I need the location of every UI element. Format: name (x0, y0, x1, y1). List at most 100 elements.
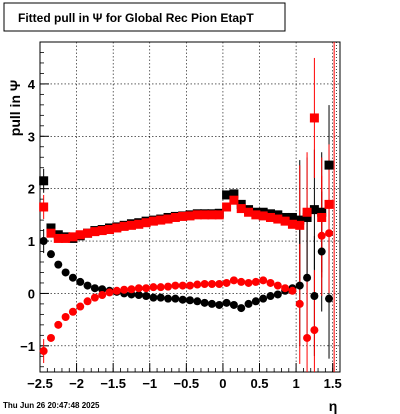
data-point-square (236, 204, 246, 214)
data-point-circle (112, 286, 121, 295)
data-point-square (105, 225, 115, 235)
data-point-square (97, 226, 107, 236)
data-point-circle (68, 273, 77, 282)
data-point-circle (251, 297, 260, 306)
data-point-square (302, 207, 312, 217)
data-point-circle (54, 320, 63, 329)
data-point-square (119, 221, 129, 231)
data-point-circle (46, 250, 55, 259)
y-axis-title: pull in Ψ (7, 80, 23, 136)
data-point-circle (76, 302, 85, 311)
data-point-square (309, 205, 319, 215)
data-point-circle (68, 307, 77, 316)
data-point-circle (98, 291, 107, 299)
data-point-circle (76, 277, 85, 286)
data-point-circle (54, 260, 63, 269)
data-point-square (39, 176, 49, 186)
data-point-square (317, 207, 327, 217)
data-point-circle (207, 299, 216, 308)
data-point-circle (39, 347, 48, 356)
data-point-circle (149, 293, 158, 302)
data-point-square (265, 212, 275, 222)
data-point-circle (186, 296, 194, 305)
chart-title: Fitted pull in Ψ for Global Rec Pion Eta… (18, 11, 254, 25)
data-point-circle (156, 283, 165, 292)
data-point-circle (98, 285, 107, 294)
data-point-circle (120, 285, 129, 294)
data-point-square (83, 228, 93, 238)
data-point-circle (61, 313, 70, 321)
y-tick-label: 1 (28, 234, 35, 249)
data-point-square (295, 215, 305, 225)
data-point-square (229, 195, 239, 205)
grid-lines (39, 42, 340, 372)
data-point-circle (61, 268, 70, 277)
data-point-square (46, 228, 56, 238)
data-point-circle (229, 276, 238, 285)
data-point-circle (39, 237, 48, 246)
data-point-circle (288, 286, 297, 295)
data-point-circle (149, 283, 158, 292)
data-point-circle (142, 284, 151, 293)
data-point-square (273, 214, 283, 224)
data-point-square (170, 212, 180, 222)
data-point-square (287, 219, 297, 229)
data-point-square (134, 219, 144, 229)
data-point-circle (193, 297, 202, 306)
data-point-circle (244, 278, 253, 287)
data-point-circle (317, 231, 326, 240)
data-point-square (200, 210, 210, 220)
data-point-square (192, 210, 202, 220)
data-point-circle (200, 298, 209, 307)
tick-labels: −2.5 −2 −1.5 −1 −0.5 0 0.5 1 1.5 −1 0 1 2 3 4 (20, 77, 342, 391)
data-point-circle (193, 280, 202, 289)
data-point-square (39, 202, 49, 212)
plot-frame (39, 41, 341, 373)
data-point-circle (90, 293, 99, 302)
data-point-square (244, 207, 254, 217)
data-point-square (287, 212, 297, 222)
x-tick-label: 1.5 (324, 376, 342, 391)
data-point-circle (105, 288, 114, 297)
data-point-circle (215, 280, 224, 288)
data-point-circle (171, 294, 180, 303)
data-point-circle (273, 290, 282, 299)
data-point-square (295, 220, 305, 230)
data-point-square (68, 232, 78, 242)
data-point-circle (142, 292, 151, 301)
data-point-circle (317, 247, 326, 256)
data-point-square (75, 230, 85, 240)
x-axis-title: η (329, 398, 338, 414)
data-point-square (163, 214, 173, 224)
axis-ticks (39, 41, 341, 372)
data-point-square (126, 220, 136, 230)
data-point-circle (171, 281, 180, 290)
data-point-circle (259, 276, 268, 285)
data-point-square (148, 216, 158, 226)
data-point-circle (186, 281, 194, 290)
data-point-square (229, 189, 239, 199)
x-tick-label: −2 (69, 376, 84, 391)
data-point-circle (266, 292, 275, 301)
data-point-square (156, 215, 166, 225)
data-point-circle (207, 280, 216, 288)
data-point-circle (303, 333, 312, 342)
data-point-circle (222, 298, 231, 307)
data-point-square (53, 233, 63, 243)
data-point-circle (259, 294, 268, 303)
y-tick-label: 3 (28, 129, 35, 144)
x-tick-label: 0.5 (250, 376, 268, 391)
data-point-circle (229, 300, 238, 309)
data-point-circle (310, 292, 319, 301)
timestamp: Thu Jun 26 20:47:48 2025 (3, 401, 100, 410)
data-point-square (317, 212, 327, 222)
data-point-circle (83, 281, 92, 290)
data-point-square (185, 211, 195, 221)
data-point-circle (310, 326, 319, 335)
data-point-circle (83, 297, 92, 306)
y-tick-label: −1 (20, 339, 35, 354)
data-point-square (302, 212, 312, 222)
data-point-circle (325, 294, 334, 303)
data-point-circle (237, 277, 246, 286)
data-point-square (207, 210, 217, 220)
